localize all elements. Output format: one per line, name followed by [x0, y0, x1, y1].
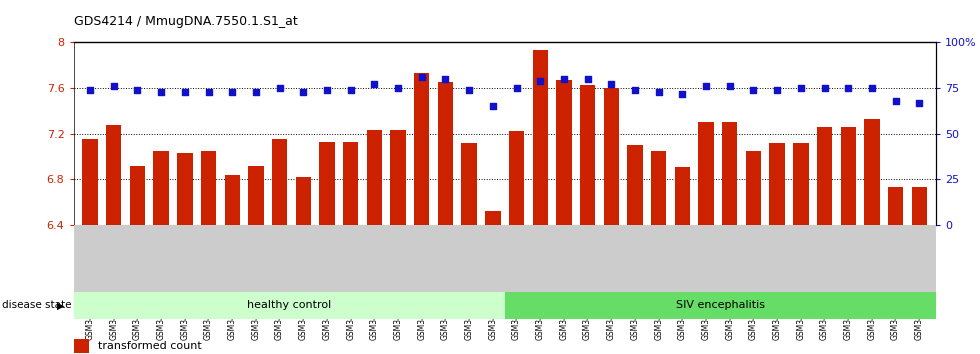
Point [271, 85, 287, 91]
Bar [532, 51, 548, 225]
Bar [74, 292, 505, 319]
Text: transformed count: transformed count [98, 341, 202, 351]
Point [367, 81, 382, 87]
Bar [722, 122, 738, 225]
Point [722, 84, 738, 89]
Point [556, 76, 571, 82]
Point [106, 84, 122, 89]
Bar [769, 143, 785, 225]
Point [627, 87, 643, 93]
Bar [106, 125, 122, 225]
Point [224, 89, 240, 95]
Point [390, 85, 406, 91]
Bar [319, 142, 335, 225]
Bar [817, 127, 832, 225]
Bar [82, 139, 98, 225]
Bar [129, 166, 145, 225]
Bar [888, 187, 904, 225]
Point [319, 87, 335, 93]
Point [769, 87, 785, 93]
Bar [651, 151, 666, 225]
Bar [485, 211, 501, 225]
Bar [746, 151, 761, 225]
Point [485, 103, 501, 109]
Bar [224, 175, 240, 225]
Bar [627, 145, 643, 225]
Point [651, 89, 666, 95]
Point [816, 85, 832, 91]
Point [129, 87, 145, 93]
Point [438, 76, 454, 82]
Point [698, 84, 713, 89]
Point [296, 89, 312, 95]
Text: healthy control: healthy control [247, 300, 331, 310]
Bar [793, 143, 808, 225]
Text: disease state: disease state [2, 300, 72, 310]
Point [674, 91, 690, 96]
Point [888, 98, 904, 104]
Point [201, 89, 217, 95]
Bar [557, 80, 571, 225]
Bar [271, 139, 287, 225]
Point [746, 87, 761, 93]
Point [248, 89, 264, 95]
Point [343, 87, 359, 93]
Bar [674, 167, 690, 225]
Point [414, 74, 429, 80]
Bar [367, 130, 382, 225]
Bar [699, 122, 713, 225]
Bar [296, 177, 311, 225]
Point [509, 85, 524, 91]
Bar [911, 187, 927, 225]
Bar [415, 73, 429, 225]
Point [841, 85, 857, 91]
Bar [438, 82, 453, 225]
Bar [177, 153, 192, 225]
Bar [248, 166, 264, 225]
Point [793, 85, 808, 91]
Point [153, 89, 169, 95]
Text: ▶: ▶ [57, 300, 65, 310]
Bar [154, 151, 169, 225]
Text: SIV encephalitis: SIV encephalitis [676, 300, 764, 310]
Bar [580, 85, 595, 225]
Bar [604, 88, 619, 225]
Point [580, 76, 596, 82]
Bar [390, 130, 406, 225]
Point [911, 100, 927, 105]
Bar [74, 338, 89, 353]
Point [177, 89, 193, 95]
Point [82, 87, 98, 93]
Bar [505, 292, 936, 319]
Bar [343, 142, 359, 225]
Bar [462, 143, 477, 225]
Bar [509, 131, 524, 225]
Point [462, 87, 477, 93]
Text: GDS4214 / MmugDNA.7550.1.S1_at: GDS4214 / MmugDNA.7550.1.S1_at [74, 15, 297, 28]
Point [604, 81, 619, 87]
Bar [201, 151, 217, 225]
Point [532, 78, 548, 84]
Bar [841, 127, 856, 225]
Bar [864, 119, 880, 225]
Point [864, 85, 880, 91]
